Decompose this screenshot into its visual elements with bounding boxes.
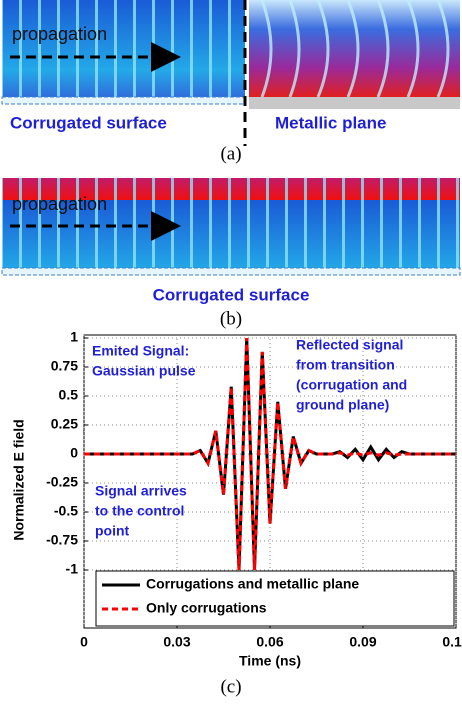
y-tick-label: 0 <box>70 445 78 461</box>
panel-a-field <box>1 0 460 146</box>
caption: (c) <box>220 676 241 697</box>
y-tick-label: -0.5 <box>54 503 78 519</box>
y-tick-label: 0.75 <box>51 358 78 374</box>
annotation: from transition <box>296 357 395 373</box>
y-tick-label: 0.5 <box>59 387 79 403</box>
y-tick-label: 1 <box>70 329 78 345</box>
annotation: to the control <box>95 503 184 519</box>
legend-label: Corrugations and metallic plane <box>146 576 359 592</box>
y-tick-label: -1 <box>66 561 79 577</box>
annotation: (corrugation and <box>296 377 407 393</box>
y-tick-label: -0.75 <box>46 532 78 548</box>
annotation: Reflected signal <box>296 337 403 353</box>
annotation: point <box>95 523 130 539</box>
annotation: Signal arrives <box>95 483 187 499</box>
surface-label: Corrugated surface <box>10 113 167 132</box>
x-tick-label: 0 <box>80 634 88 650</box>
caption: (a) <box>220 143 241 164</box>
x-tick-label: 0.06 <box>256 634 283 650</box>
x-tick-label: 0.12 <box>442 634 462 650</box>
annotation: ground plane) <box>296 397 389 413</box>
data-line <box>84 337 456 571</box>
y-tick-label: 0.25 <box>51 416 78 432</box>
legend-label: Only corrugations <box>146 600 267 616</box>
x-axis-label: Time (ns) <box>239 653 301 669</box>
caption: (b) <box>220 308 242 329</box>
y-axis-label: Normalized E field <box>11 419 27 540</box>
propagation-label: propagation <box>12 24 107 44</box>
panel-b-field <box>1 178 461 276</box>
annotation: Gaussian pulse <box>92 363 196 379</box>
propagation-label: propagation <box>12 194 107 214</box>
annotation: Emited Signal: <box>92 343 189 359</box>
legend-box <box>95 570 455 627</box>
y-tick-label: -0.25 <box>46 474 78 490</box>
x-tick-label: 0.09 <box>349 634 376 650</box>
surface-label: Corrugated surface <box>153 285 310 304</box>
x-tick-label: 0.03 <box>163 634 190 650</box>
plane-label: Metallic plane <box>275 113 386 132</box>
